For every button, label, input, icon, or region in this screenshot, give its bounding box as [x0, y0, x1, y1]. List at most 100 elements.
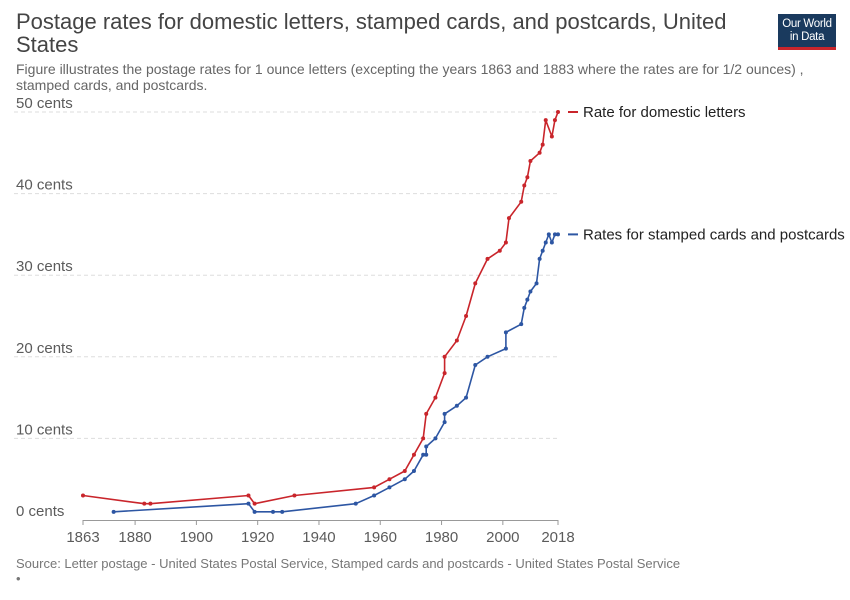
data-point	[402, 469, 407, 474]
data-point	[522, 305, 527, 310]
y-tick-label: 30 cents	[16, 258, 73, 275]
data-point	[421, 452, 426, 457]
data-point	[424, 411, 429, 416]
data-point	[292, 493, 297, 498]
data-point	[552, 232, 557, 237]
chart-title: Postage rates for domestic letters, stam…	[16, 9, 727, 57]
x-tick-label: 1940	[302, 529, 335, 546]
x-axis: 1863 1880 1900 1920 1940 1960 1980 2000 2018	[66, 520, 575, 546]
series-cards	[111, 232, 560, 514]
data-point	[473, 362, 478, 367]
data-point	[556, 110, 560, 114]
data-point	[421, 436, 426, 441]
grid-lines	[14, 111, 558, 439]
data-point	[519, 322, 524, 327]
data-point	[546, 232, 551, 237]
chart-subtitle: Figure illustrates the postage rates for…	[16, 61, 804, 93]
data-point	[372, 493, 377, 498]
data-point	[549, 240, 554, 245]
data-point	[353, 501, 358, 506]
data-point	[485, 256, 490, 261]
series-letters	[81, 110, 560, 506]
data-point	[503, 330, 508, 335]
data-point	[402, 477, 407, 482]
data-point	[424, 444, 429, 449]
x-tick-label: 1900	[180, 529, 213, 546]
data-point	[543, 240, 548, 245]
owid-logo[interactable]: Our World in Data	[778, 14, 836, 50]
data-point	[528, 289, 533, 294]
logo-line-2: in Data	[789, 31, 825, 43]
data-point	[111, 509, 116, 514]
legend-label: Rates for stamped cards and postcards	[583, 226, 845, 243]
data-point	[387, 485, 392, 490]
data-point	[519, 199, 524, 204]
data-point	[464, 395, 469, 400]
data-point	[411, 469, 416, 474]
data-point	[525, 175, 530, 180]
y-axis-tick-labels: 0 cents 10 cents 20 cents 30 cents 40 cents 5…	[16, 95, 73, 520]
data-point	[433, 436, 438, 441]
data-point	[525, 297, 530, 302]
data-point	[246, 501, 251, 506]
data-point	[549, 134, 554, 139]
data-point	[454, 403, 459, 408]
data-point	[252, 509, 257, 514]
y-tick-label: 0 cents	[16, 503, 64, 520]
data-point	[540, 142, 545, 147]
data-point	[522, 183, 527, 188]
data-point	[503, 346, 508, 351]
footnote-marker: •	[16, 571, 21, 586]
data-point	[81, 493, 85, 498]
series-line	[113, 233, 558, 513]
legend-label: Rate for domestic letters	[583, 104, 746, 121]
data-point	[454, 338, 459, 343]
x-tick-label: 1863	[66, 529, 99, 546]
data-point	[497, 248, 502, 253]
data-point	[442, 354, 447, 359]
data-point	[246, 493, 251, 498]
data-point	[271, 509, 275, 514]
data-point	[142, 501, 147, 506]
data-point	[537, 256, 542, 261]
x-tick-label: 1980	[425, 529, 458, 546]
x-tick-label: 2018	[541, 529, 574, 546]
source-note: Source: Letter postage - United States P…	[16, 556, 681, 571]
data-point	[442, 420, 447, 425]
data-point	[411, 452, 416, 457]
y-tick-label: 50 cents	[16, 95, 73, 112]
y-tick-label: 10 cents	[16, 421, 73, 438]
data-point	[503, 240, 508, 245]
data-point	[540, 248, 545, 253]
x-tick-label: 2000	[486, 529, 519, 546]
data-point	[473, 281, 478, 286]
data-point	[552, 118, 557, 123]
data-point	[424, 452, 429, 457]
data-point	[556, 232, 560, 237]
data-point	[148, 501, 153, 506]
data-point	[372, 485, 377, 490]
data-point	[528, 158, 533, 163]
data-point	[537, 150, 542, 155]
data-point	[442, 371, 447, 376]
data-point	[464, 314, 469, 318]
data-point	[252, 501, 257, 506]
logo-line-1: Our World	[782, 18, 832, 30]
data-point	[387, 477, 392, 482]
data-point	[433, 395, 438, 400]
x-tick-label: 1920	[241, 529, 274, 546]
x-tick-label: 1880	[118, 529, 151, 546]
y-tick-label: 40 cents	[16, 177, 73, 194]
series-line	[82, 111, 559, 505]
data-point	[534, 281, 539, 286]
legend: Rate for domestic letters Rates for stamp…	[568, 104, 845, 243]
x-tick-label: 1960	[364, 529, 397, 546]
data-point	[442, 411, 447, 416]
series-lines	[81, 110, 560, 514]
data-point	[485, 354, 490, 359]
data-point	[280, 509, 285, 514]
y-tick-label: 20 cents	[16, 340, 73, 357]
data-point	[506, 216, 511, 221]
data-point	[543, 118, 548, 123]
